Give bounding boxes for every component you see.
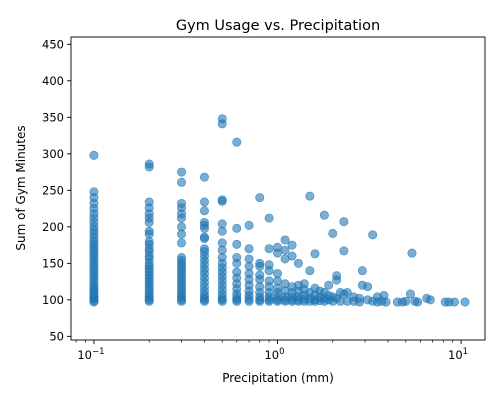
data-point (401, 296, 411, 306)
data-point (217, 119, 227, 129)
y-tick-label: 150 (42, 256, 64, 270)
data-point (199, 172, 209, 182)
x-axis-label: Precipitation (mm) (222, 371, 334, 385)
y-axis-label: Sum of Gym Minutes (14, 125, 28, 250)
data-point (177, 296, 187, 306)
data-point (177, 177, 187, 187)
data-point (280, 235, 290, 245)
x-tick-label: 100 (264, 347, 284, 362)
chart-title: Gym Usage vs. Precipitation (176, 18, 380, 34)
data-point (144, 162, 154, 172)
data-point (232, 137, 242, 147)
data-point (287, 251, 297, 261)
data-point (199, 197, 209, 207)
data-point (199, 234, 209, 244)
plot-frame (70, 36, 486, 341)
data-point (305, 191, 315, 201)
data-point (293, 258, 303, 268)
data-point (407, 248, 417, 258)
data-point (460, 297, 470, 307)
data-points (89, 114, 470, 307)
data-point (280, 245, 290, 255)
y-tick-label: 450 (42, 37, 64, 51)
y-tick-label: 400 (42, 74, 64, 88)
data-point (244, 220, 254, 230)
data-point (177, 213, 187, 223)
data-point (199, 206, 209, 216)
y-tick-label: 100 (42, 293, 64, 307)
y-tick-label: 300 (42, 147, 64, 161)
data-point (357, 266, 367, 276)
data-point (232, 296, 242, 306)
data-point (144, 217, 154, 227)
data-point (332, 275, 342, 285)
data-point (305, 266, 315, 276)
data-point (342, 288, 352, 298)
data-point (244, 296, 254, 306)
data-point (264, 296, 274, 306)
data-point (255, 261, 265, 271)
data-point (264, 213, 274, 223)
data-point (232, 258, 242, 268)
data-point (89, 297, 99, 307)
data-point (355, 297, 365, 307)
y-tick-label: 350 (42, 110, 64, 124)
data-point (413, 297, 423, 307)
data-point (272, 248, 282, 258)
y-tick-label: 250 (42, 183, 64, 197)
axes: 50 100 150 200 250 300 350 400 450 10−1 100 101 (42, 36, 486, 362)
data-point (425, 295, 435, 305)
data-point (89, 150, 99, 160)
data-point (381, 297, 391, 307)
data-point (217, 226, 227, 236)
data-point (405, 289, 415, 299)
data-point (310, 249, 320, 259)
data-point (232, 239, 242, 249)
y-tick-label: 50 (49, 329, 64, 343)
data-point (255, 296, 265, 306)
data-point (287, 240, 297, 250)
data-point (255, 193, 265, 203)
data-point (199, 296, 209, 306)
x-tick-label: 10−1 (77, 347, 104, 362)
data-point (217, 196, 227, 206)
data-point (324, 280, 334, 290)
data-point (328, 228, 338, 238)
data-point (177, 238, 187, 248)
data-point (339, 246, 349, 256)
data-point (264, 244, 274, 254)
data-point (199, 223, 209, 233)
data-point (217, 296, 227, 306)
data-point (244, 244, 254, 254)
data-point (144, 296, 154, 306)
data-point (319, 210, 329, 220)
data-point (339, 217, 349, 227)
data-point (264, 266, 274, 276)
data-point (272, 296, 282, 306)
data-point (177, 229, 187, 239)
data-point (449, 297, 459, 307)
x-tick-label: 101 (448, 347, 468, 362)
data-point (177, 167, 187, 177)
data-point (363, 282, 373, 292)
y-tick-label: 200 (42, 220, 64, 234)
data-point (368, 230, 378, 240)
data-point (232, 223, 242, 233)
